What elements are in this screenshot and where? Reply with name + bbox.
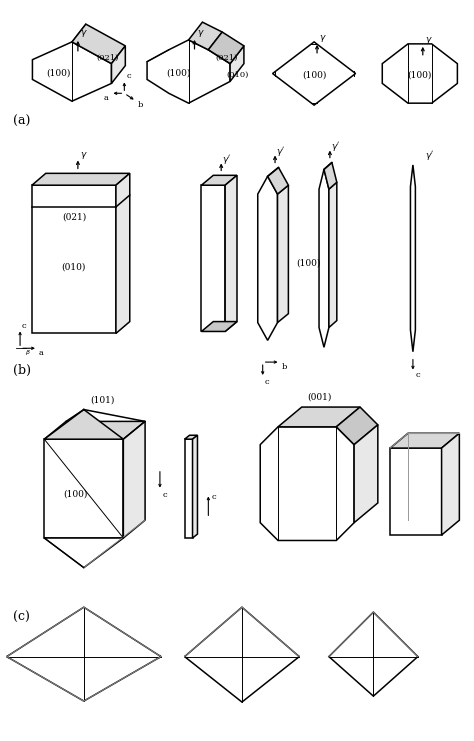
Polygon shape bbox=[32, 42, 111, 102]
Polygon shape bbox=[7, 607, 161, 701]
Text: $\gamma'$: $\gamma'$ bbox=[425, 148, 434, 162]
Polygon shape bbox=[268, 167, 288, 194]
Text: c: c bbox=[212, 493, 217, 500]
Text: (b): (b) bbox=[13, 364, 31, 376]
Text: (001): (001) bbox=[307, 393, 331, 402]
Text: (010): (010) bbox=[227, 70, 249, 79]
Polygon shape bbox=[192, 435, 198, 538]
Text: (c): (c) bbox=[13, 611, 29, 624]
Polygon shape bbox=[72, 24, 125, 64]
Polygon shape bbox=[319, 170, 329, 348]
Text: $\gamma$: $\gamma$ bbox=[319, 33, 327, 44]
Polygon shape bbox=[278, 407, 360, 427]
Text: $\gamma$: $\gamma$ bbox=[80, 28, 88, 39]
Polygon shape bbox=[32, 185, 116, 333]
Polygon shape bbox=[184, 607, 299, 702]
Text: $\gamma'$: $\gamma'$ bbox=[276, 145, 286, 158]
Text: (100): (100) bbox=[296, 259, 320, 268]
Polygon shape bbox=[44, 410, 123, 439]
Text: $\gamma$: $\gamma$ bbox=[197, 28, 204, 39]
Text: (100): (100) bbox=[166, 69, 191, 78]
Text: (100): (100) bbox=[408, 71, 432, 80]
Polygon shape bbox=[147, 40, 230, 103]
Text: (021): (021) bbox=[62, 213, 86, 222]
Text: c: c bbox=[22, 322, 27, 330]
Text: $\gamma'$: $\gamma'$ bbox=[222, 153, 232, 166]
Text: (100): (100) bbox=[46, 69, 70, 78]
Polygon shape bbox=[277, 185, 288, 322]
Text: $\gamma$: $\gamma$ bbox=[80, 150, 88, 161]
Text: a: a bbox=[38, 349, 43, 357]
Polygon shape bbox=[44, 422, 145, 439]
Polygon shape bbox=[354, 425, 378, 522]
Polygon shape bbox=[123, 422, 145, 538]
Text: (100): (100) bbox=[302, 71, 326, 80]
Text: c: c bbox=[416, 371, 420, 379]
Text: (101): (101) bbox=[91, 395, 115, 404]
Polygon shape bbox=[201, 185, 225, 331]
Polygon shape bbox=[201, 322, 237, 331]
Text: (010): (010) bbox=[62, 263, 86, 272]
Text: b: b bbox=[282, 363, 287, 371]
Text: $\beta$: $\beta$ bbox=[25, 348, 31, 356]
Polygon shape bbox=[258, 176, 277, 340]
Polygon shape bbox=[111, 46, 125, 84]
Polygon shape bbox=[209, 32, 244, 64]
Text: b: b bbox=[137, 102, 143, 109]
Text: (021): (021) bbox=[215, 53, 237, 62]
Text: c: c bbox=[264, 378, 269, 386]
Polygon shape bbox=[184, 435, 198, 439]
Polygon shape bbox=[116, 173, 130, 333]
Polygon shape bbox=[329, 182, 337, 328]
Polygon shape bbox=[44, 538, 123, 568]
Polygon shape bbox=[410, 165, 415, 352]
Polygon shape bbox=[390, 433, 459, 448]
Polygon shape bbox=[382, 44, 457, 103]
Polygon shape bbox=[273, 42, 356, 105]
Text: (021): (021) bbox=[96, 53, 118, 62]
Polygon shape bbox=[390, 448, 442, 535]
Polygon shape bbox=[225, 176, 237, 331]
Polygon shape bbox=[32, 173, 130, 185]
Text: a: a bbox=[104, 94, 109, 102]
Text: $\gamma'$: $\gamma'$ bbox=[331, 140, 340, 153]
Text: (a): (a) bbox=[13, 114, 30, 127]
Polygon shape bbox=[260, 427, 354, 540]
Text: c: c bbox=[127, 73, 132, 81]
Text: c: c bbox=[163, 491, 167, 499]
Polygon shape bbox=[442, 433, 459, 535]
Polygon shape bbox=[201, 176, 237, 185]
Polygon shape bbox=[184, 439, 192, 538]
Text: (100): (100) bbox=[64, 489, 88, 498]
Text: $\gamma$: $\gamma$ bbox=[425, 36, 433, 47]
Polygon shape bbox=[329, 612, 418, 696]
Polygon shape bbox=[230, 46, 244, 82]
Polygon shape bbox=[337, 407, 378, 445]
Polygon shape bbox=[189, 22, 222, 50]
Polygon shape bbox=[44, 439, 123, 538]
Polygon shape bbox=[324, 162, 337, 189]
